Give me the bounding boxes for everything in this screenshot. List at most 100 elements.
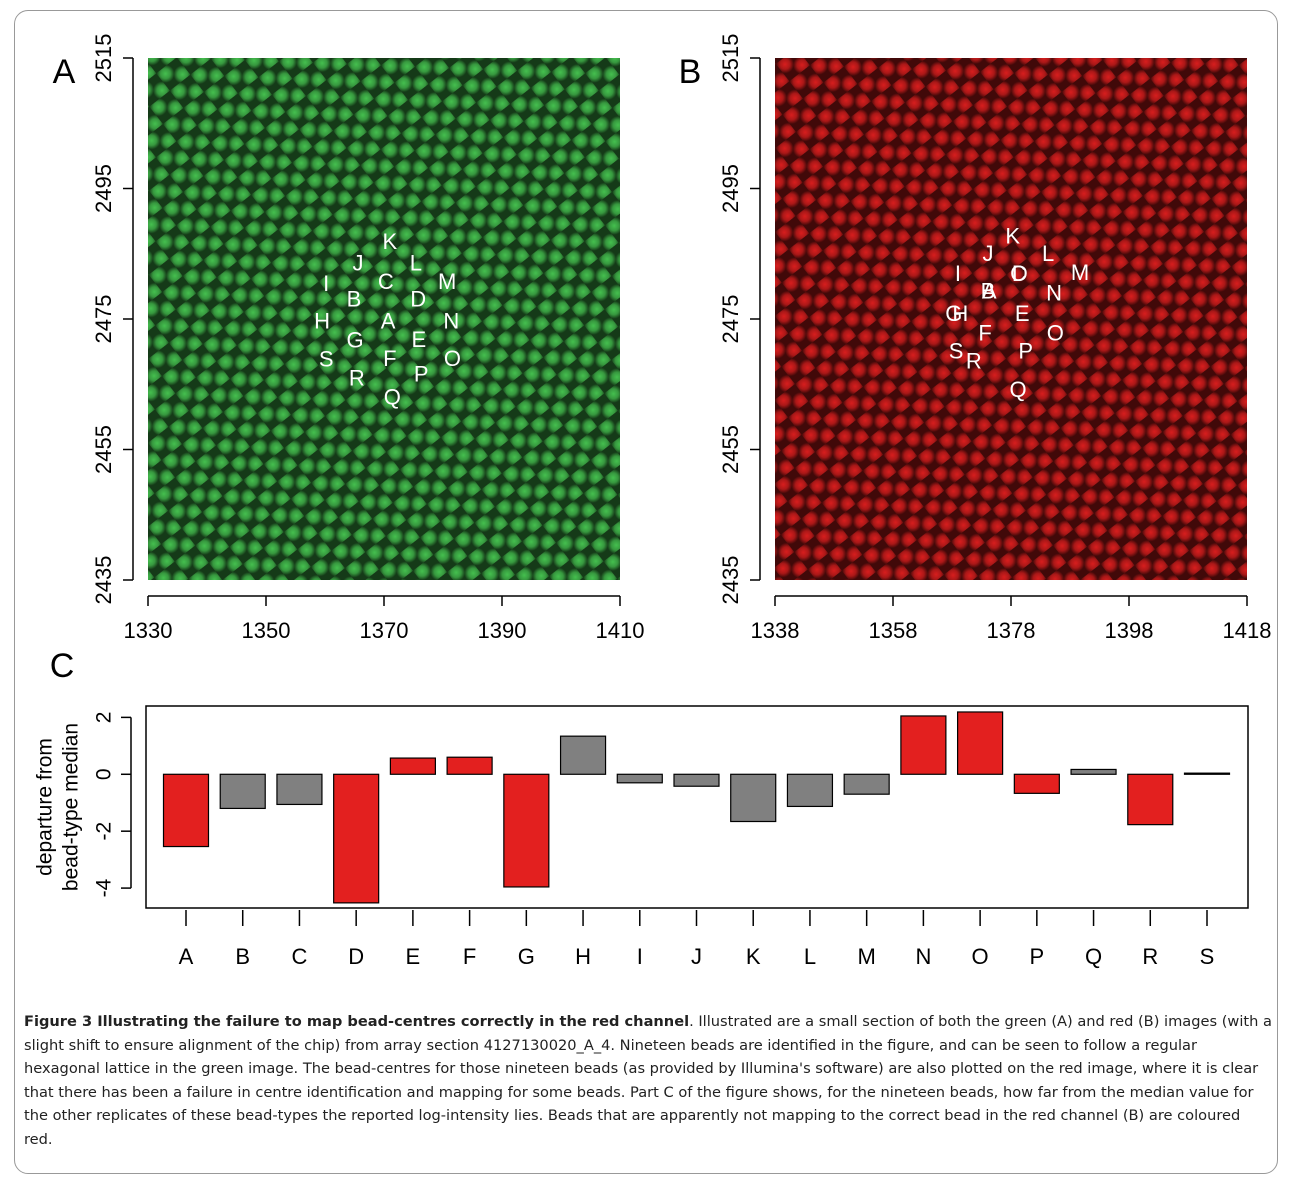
y-tick-label: 2455: [91, 425, 116, 474]
bead-label: Q: [384, 384, 401, 409]
x-tick-label: D: [348, 944, 364, 969]
bead-label: C: [1010, 261, 1026, 286]
y-tick-label: 2515: [91, 34, 116, 83]
bead-label: S: [949, 339, 964, 364]
x-tick-label: 1410: [596, 618, 645, 643]
x-tick-label: J: [691, 944, 702, 969]
bead-label: R: [966, 349, 982, 374]
bead-label: H: [952, 301, 968, 326]
bar: [446, 756, 493, 775]
x-tick-label: H: [575, 944, 591, 969]
bead-label: E: [1015, 301, 1030, 326]
bar: [673, 773, 720, 787]
bead-label: M: [438, 269, 456, 294]
x-tick-label: O: [972, 944, 989, 969]
x-tick-label: S: [1200, 944, 1215, 969]
x-tick-label: 1398: [1105, 618, 1154, 643]
bead-label: L: [1042, 241, 1054, 266]
image-beads: [775, 58, 1247, 580]
panel-label: A: [53, 53, 76, 91]
bar: [219, 773, 266, 810]
x-tick-label: 1358: [869, 618, 918, 643]
bead-label: B: [981, 279, 996, 304]
y-axis-label: departure from: [34, 738, 57, 876]
bar: [503, 773, 550, 888]
bead-label: K: [1005, 223, 1020, 248]
x-tick-label: R: [1142, 944, 1158, 969]
bar: [276, 773, 323, 806]
y-tick-label: -4: [93, 878, 116, 897]
bar: [957, 711, 1004, 775]
bar: [1183, 772, 1231, 775]
x-tick-label: F: [463, 944, 476, 969]
bead-label: D: [1012, 261, 1028, 286]
bead-label: L: [410, 251, 422, 276]
bead-label: M: [1071, 260, 1089, 285]
bead-label: N: [443, 309, 459, 334]
bar: [1070, 768, 1117, 775]
bead-label: O: [1047, 320, 1064, 345]
bead-label: K: [383, 229, 398, 254]
caption: Figure 3 Illustrating the failure to map…: [24, 1010, 1272, 1151]
figure: A 1330 1350 1370 1390 1410 2435 2455 2475 2495 251…: [34, 34, 1272, 969]
x-tick-label: 1378: [987, 618, 1036, 643]
bar: [1013, 773, 1060, 794]
x-tick-label: E: [406, 944, 421, 969]
y-tick-label: 2: [93, 712, 116, 724]
bar: [333, 773, 380, 904]
bar: [162, 773, 210, 848]
bead-label: C: [378, 269, 394, 294]
bar: [843, 773, 890, 795]
x-tick-label: L: [804, 944, 816, 969]
x-tick-label: 1418: [1223, 618, 1272, 643]
x-tick-label: K: [746, 944, 761, 969]
bar: [616, 773, 663, 784]
x-tick-label: 1338: [751, 618, 800, 643]
bar: [900, 715, 947, 775]
caption-text: . Illustrated are a small section of bot…: [24, 1013, 1272, 1148]
bead-label: F: [978, 320, 991, 345]
y-axis-label: bead-type median: [60, 723, 83, 891]
y-tick-label: 2475: [718, 295, 743, 344]
bead-label: E: [411, 327, 426, 352]
y-tick-label: 2435: [718, 556, 743, 605]
image-beads: [148, 58, 620, 580]
bar: [786, 773, 834, 808]
panel-label: C: [50, 647, 75, 685]
bead-label: J: [982, 241, 993, 266]
plot-box: [145, 705, 1249, 909]
caption-label: Figure 3 Illustrating the failure to map…: [24, 1013, 690, 1030]
x-tick-label: 1370: [360, 618, 409, 643]
bead-label: Q: [1010, 377, 1027, 402]
x-tick-label: 1390: [478, 618, 527, 643]
bead-label: R: [349, 365, 365, 390]
bead-label: P: [1018, 339, 1033, 364]
x-tick-label: A: [179, 944, 194, 969]
bead-label: I: [323, 271, 329, 296]
y-tick-label: 2435: [91, 556, 116, 605]
y-tick-label: 2515: [718, 34, 743, 83]
y-tick-label: -2: [93, 822, 116, 841]
bead-label: D: [410, 287, 426, 312]
y-tick-label: 2475: [91, 295, 116, 344]
bead-label: O: [444, 346, 461, 371]
bead-label: N: [1046, 281, 1062, 306]
y-tick-label: 0: [93, 768, 116, 780]
x-tick-label: 1330: [124, 618, 173, 643]
x-tick-label: N: [915, 944, 931, 969]
bar: [559, 735, 607, 775]
bead-label: G: [945, 301, 962, 326]
figure-frame: [14, 10, 1278, 1174]
panel-label: B: [679, 53, 702, 91]
bead-label: A: [982, 279, 997, 304]
x-tick-label: B: [235, 944, 250, 969]
bead-label: B: [347, 287, 362, 312]
bead-label: A: [381, 309, 396, 334]
x-tick-label: M: [858, 944, 876, 969]
x-tick-label: C: [291, 944, 307, 969]
bar: [389, 757, 436, 775]
x-tick-label: G: [518, 944, 535, 969]
x-tick-label: Q: [1085, 944, 1102, 969]
x-tick-label: 1350: [242, 618, 291, 643]
